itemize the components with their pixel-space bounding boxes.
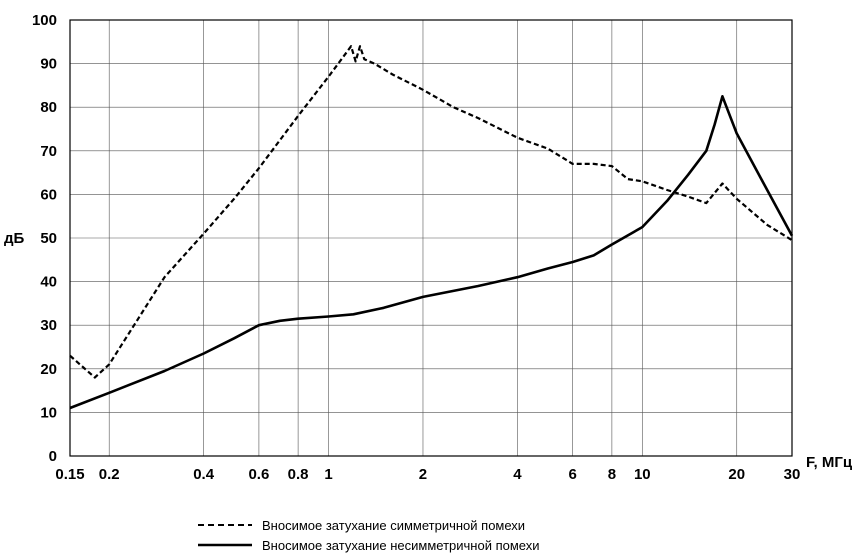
x-tick-labels: 0.15 0.2 0.4 0.6 0.8 1 2 4 6 8 10 20 30 [55,466,800,483]
legend: Вносимое затухание симметричной помехи В… [198,518,539,553]
x-axis-title: F, МГц [806,454,853,471]
x-tick-label: 0.6 [248,466,269,483]
y-tick-label: 100 [32,12,57,29]
y-tick-label: 60 [40,186,57,203]
y-tick-label: 30 [40,317,57,334]
series-line-symmetric [69,45,793,379]
x-tick-label: 0.15 [55,466,84,483]
x-tick-label: 4 [513,466,522,483]
x-tick-label: 10 [634,466,651,483]
plot-frame [69,19,793,457]
x-tick-label: 2 [419,466,427,483]
y-tick-label: 20 [40,361,57,378]
grid [70,20,792,456]
x-tick-label: 0.4 [193,466,215,483]
x-tick-label: 30 [784,466,801,483]
y-tick-labels: 0 10 20 30 40 50 60 70 80 90 100 [32,12,57,465]
y-tick-label: 40 [40,274,57,291]
legend-label-symmetric: Вносимое затухание симметричной помехи [262,518,525,533]
x-tick-label: 1 [324,466,332,483]
y-tick-label: 0 [49,448,57,465]
y-tick-label: 10 [40,404,57,421]
x-tick-label: 20 [728,466,745,483]
y-axis-title: дБ [4,230,25,247]
legend-label-asymmetric: Вносимое затухание несимметричной помехи [262,538,539,553]
x-tick-label: 8 [608,466,616,483]
y-tick-label: 80 [40,99,57,116]
y-tick-label: 90 [40,56,57,73]
x-tick-label: 6 [569,466,577,483]
series-line-asymmetric [69,95,794,410]
series-layer [69,45,794,410]
x-tick-label: 0.2 [99,466,120,483]
y-tick-label: 50 [40,230,57,247]
x-tick-label: 0.8 [288,466,309,483]
y-tick-label: 70 [40,143,57,160]
